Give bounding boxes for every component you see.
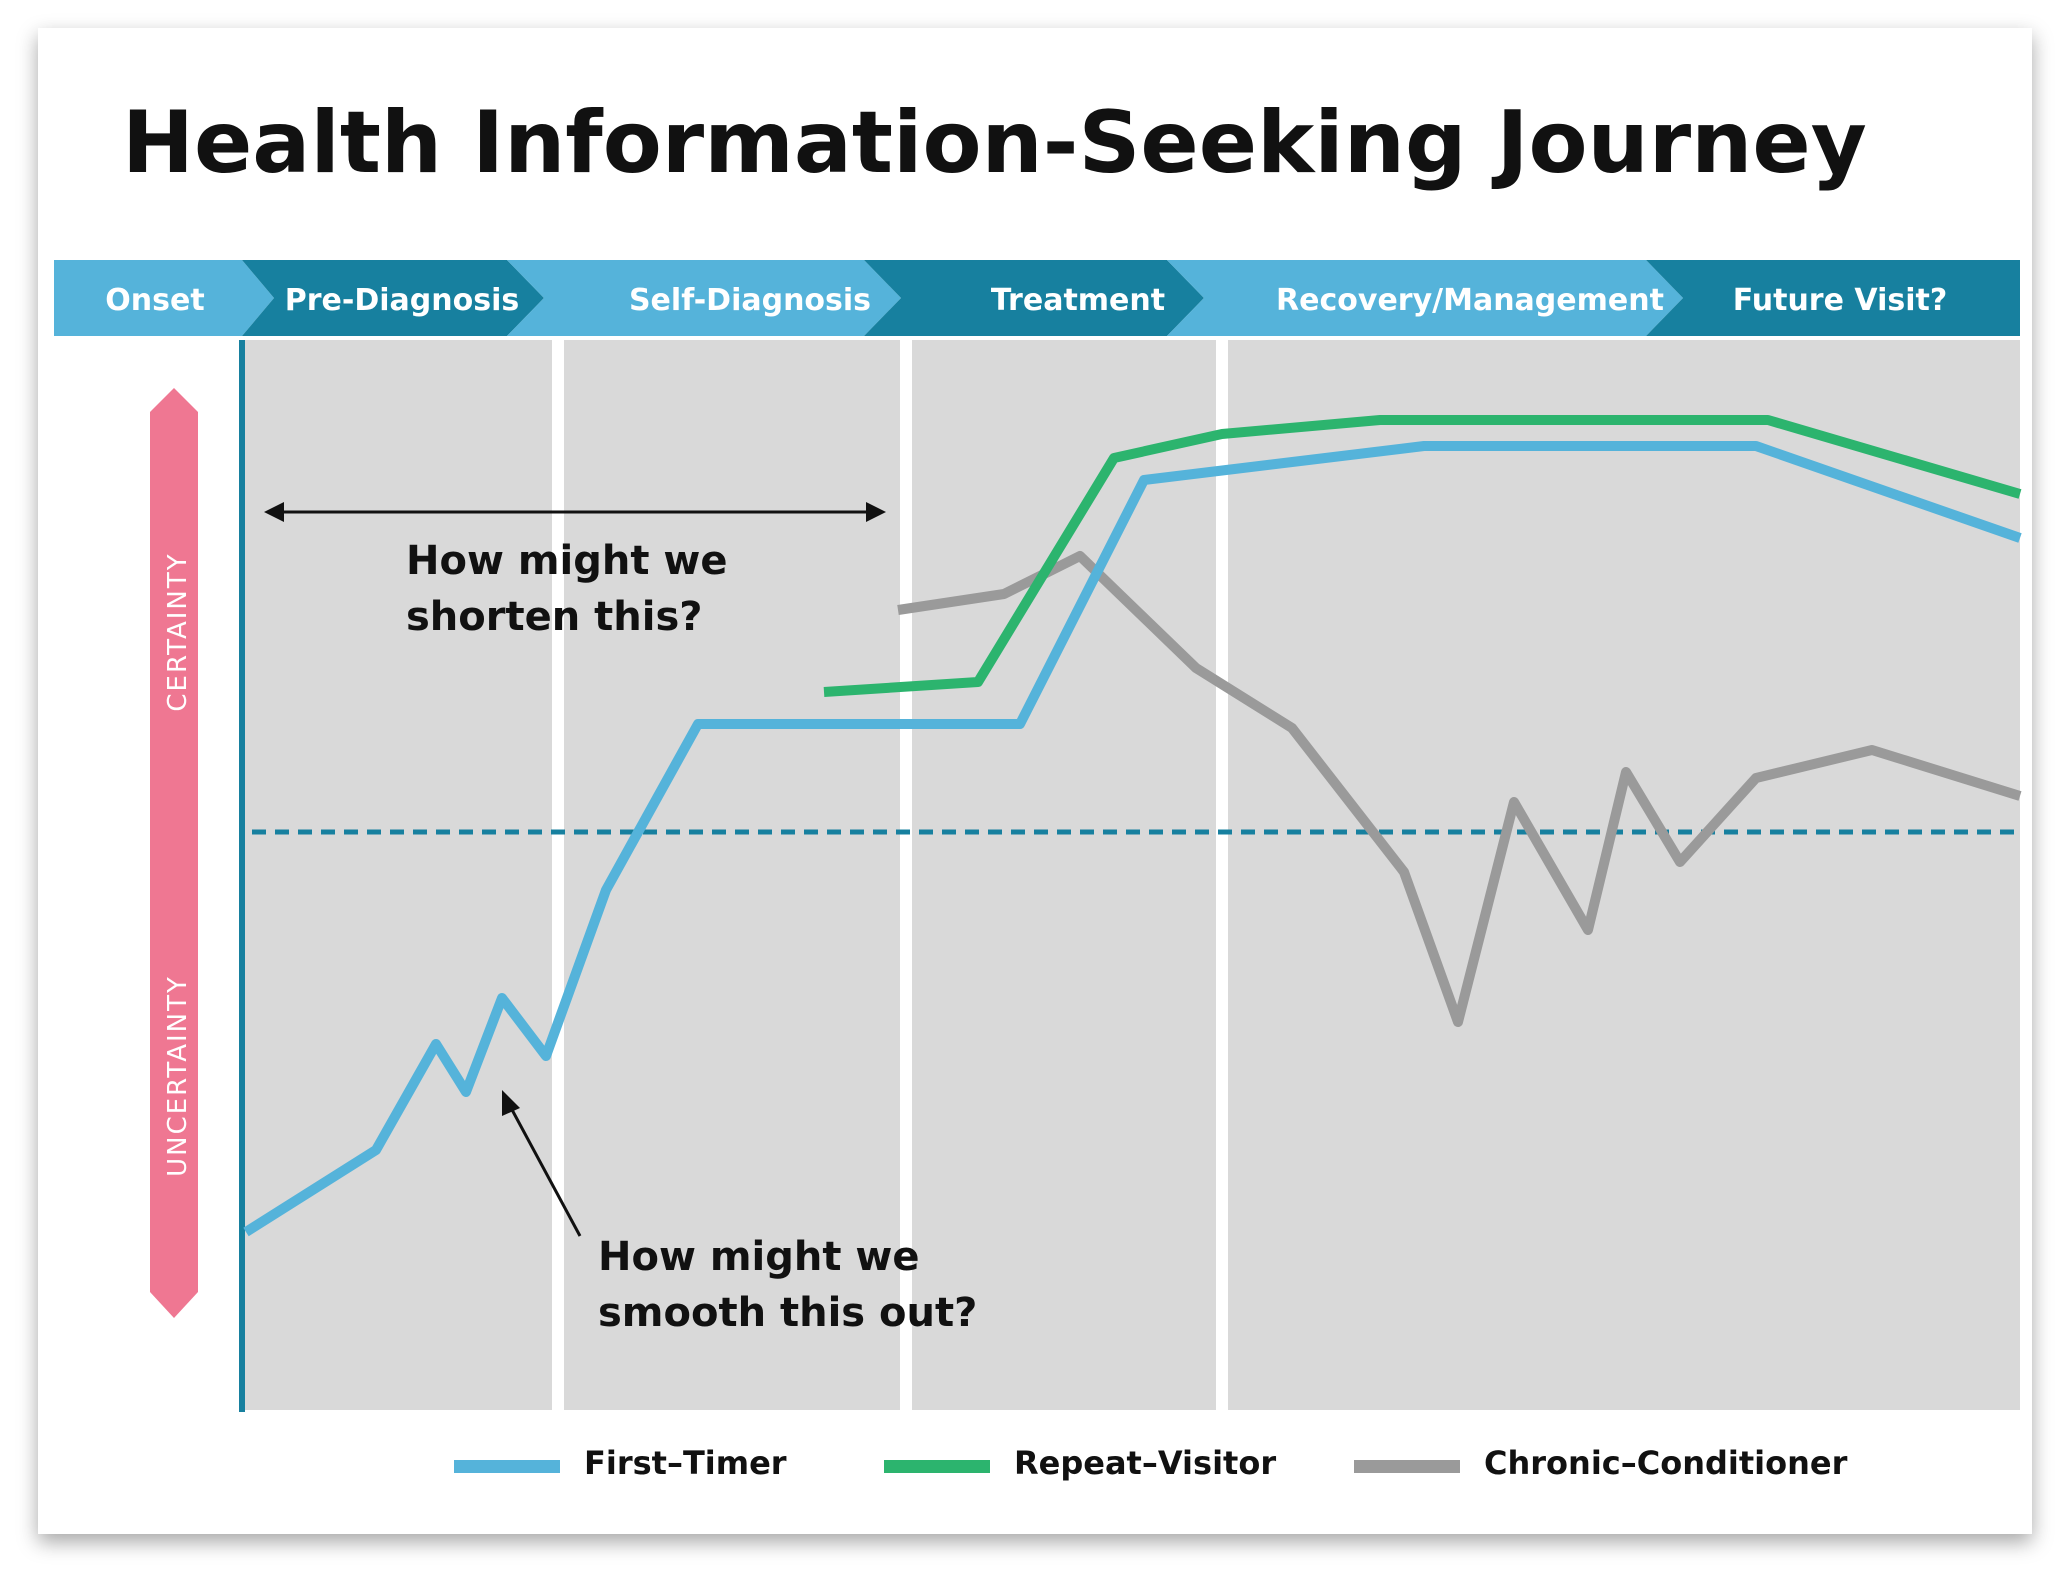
- annotation-smooth: How might we smooth this out?: [502, 1090, 977, 1336]
- stage-pre-diagnosis: Pre-Diagnosis: [285, 283, 519, 318]
- smooth-line2: smooth this out?: [598, 1290, 977, 1336]
- series-first-timer: [243, 441, 2022, 1237]
- certainty-arrow: [150, 388, 198, 1318]
- stage-onset: Onset: [105, 283, 204, 318]
- annotation-shorten: How might we shorten this?: [264, 502, 886, 640]
- panel-treatment: [912, 340, 1216, 1410]
- legend-label-chronic-conditioner: Chronic–Conditioner: [1484, 1444, 1848, 1482]
- page-title: Health Information-Seeking Journey: [122, 93, 1867, 193]
- stage-ribbon: Onset Pre-Diagnosis Self-Diagnosis Treat…: [54, 260, 2020, 336]
- shorten-arrowhead-left: [264, 502, 284, 522]
- legend: First–Timer Repeat–Visitor Chronic–Condi…: [454, 1444, 1848, 1482]
- stage-recovery-management: Recovery/Management: [1276, 283, 1664, 318]
- series-repeat-visitor: [823, 415, 2022, 697]
- shorten-line1: How might we: [406, 538, 727, 584]
- stage-future-visit: Future Visit?: [1733, 283, 1948, 318]
- smooth-arrowhead: [502, 1090, 520, 1116]
- legend-label-first-timer: First–Timer: [584, 1444, 787, 1482]
- smooth-pointer-arrow: [508, 1105, 582, 1237]
- stage-recovery-bg: [1167, 260, 1683, 336]
- shorten-arrowhead-right: [866, 502, 886, 522]
- legend-swatch-repeat-visitor: [884, 1460, 990, 1473]
- stage-self-diagnosis-bg: [507, 260, 901, 336]
- certainty-scale: CERTAINTY UNCERTAINTY: [150, 388, 198, 1318]
- legend-label-repeat-visitor: Repeat–Visitor: [1014, 1444, 1276, 1482]
- stage-self-diagnosis: Self-Diagnosis: [629, 283, 871, 318]
- stage-future-bg: [1646, 260, 2020, 336]
- shorten-line2: shorten this?: [406, 594, 702, 640]
- stage-treatment: Treatment: [991, 283, 1165, 318]
- smooth-line1: How might we: [598, 1234, 919, 1280]
- stage-onset-bg: [54, 260, 274, 336]
- stage-pre-diagnosis-bg: [242, 260, 544, 336]
- legend-swatch-first-timer: [454, 1460, 560, 1473]
- panel-pre-diagnosis: [244, 340, 552, 1410]
- uncertainty-label: UNCERTAINTY: [163, 975, 193, 1177]
- panel-recovery-future: [1228, 340, 2020, 1410]
- stage-treatment-bg: [864, 260, 1204, 336]
- certainty-label: CERTAINTY: [163, 552, 193, 711]
- legend-swatch-chronic-conditioner: [1354, 1460, 1460, 1473]
